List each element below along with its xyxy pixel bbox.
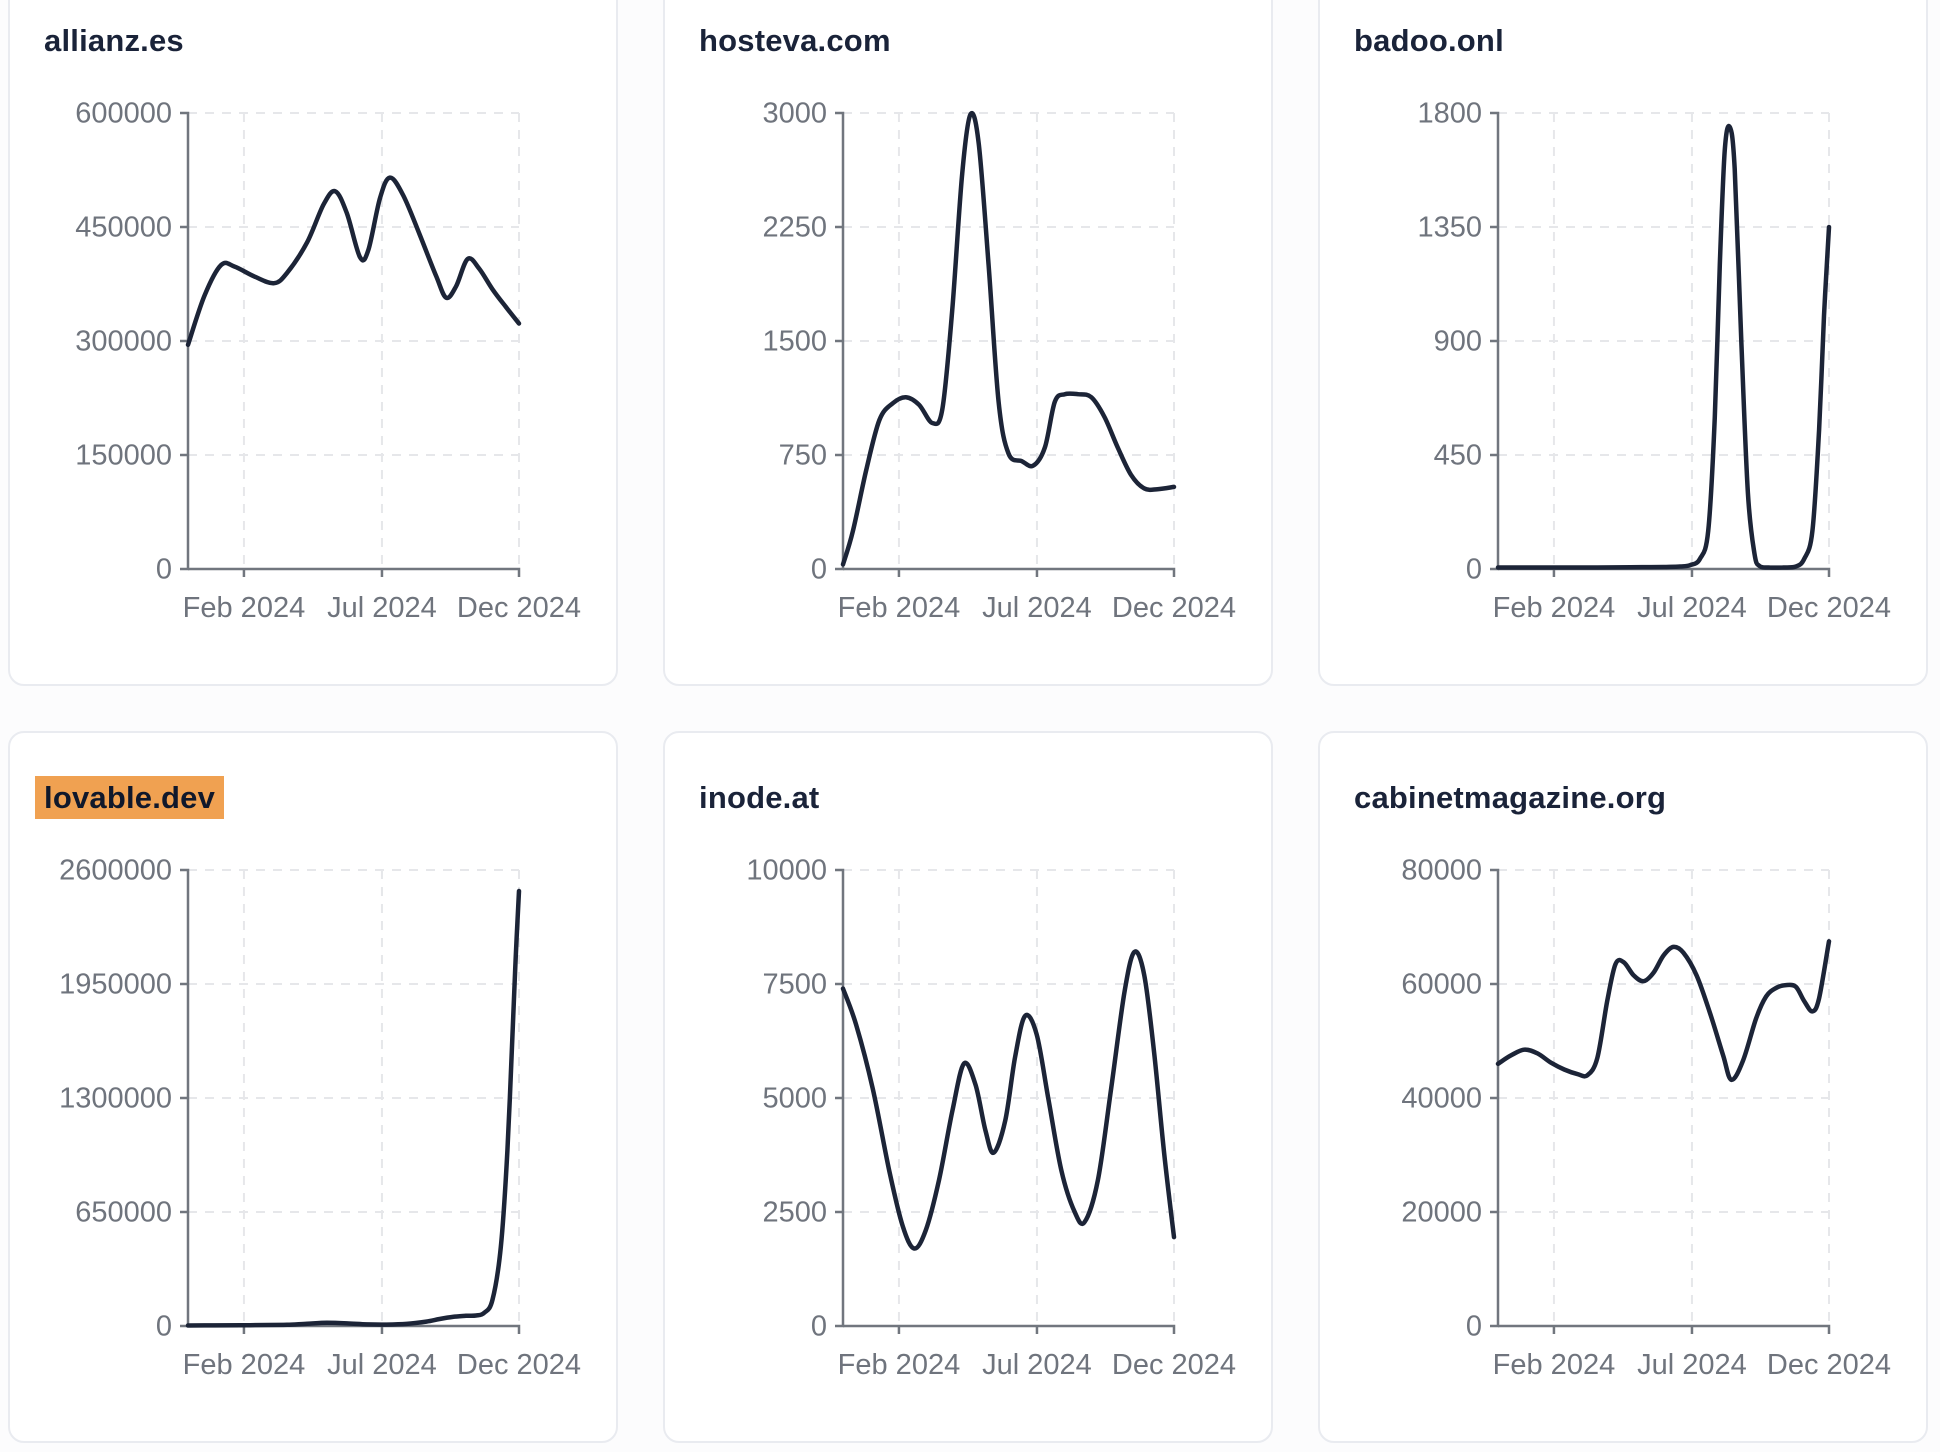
svg-text:2250: 2250 — [762, 212, 827, 244]
svg-text:Feb 2024: Feb 2024 — [183, 592, 306, 624]
domain-name: cabinetmagazine.org — [1354, 780, 1667, 815]
domain-title: hosteva.com — [699, 23, 891, 59]
traffic-line-chart: 0 20000 40000 60000 80000 Feb 2024 Jul 2024 Dec… — [1401, 855, 1891, 1381]
svg-text:0: 0 — [811, 1311, 827, 1343]
domain-title: cabinetmagazine.org — [1354, 780, 1666, 816]
svg-text:0: 0 — [1466, 554, 1482, 586]
svg-text:0: 0 — [156, 554, 172, 586]
svg-text:60000: 60000 — [1401, 969, 1482, 1001]
svg-text:0: 0 — [156, 1311, 172, 1343]
svg-text:1300000: 1300000 — [59, 1083, 172, 1115]
domain-chart-card-allianz[interactable]: allianz.es 0 150000 300000 450000 600000 Feb … — [8, 0, 618, 686]
traffic-line-chart: 0 2500 5000 7500 10000 Feb 2024 Jul 2024 Dec 20… — [746, 855, 1236, 1381]
domain-name-highlighted: lovable.dev — [35, 776, 225, 819]
domain-title: allianz.es — [44, 23, 184, 59]
domain-title: lovable.dev — [35, 776, 225, 819]
traffic-line-chart: 0 150000 300000 450000 600000 Feb 2024 Jul 202… — [75, 98, 581, 624]
domain-name: allianz.es — [44, 23, 184, 58]
svg-text:Dec 2024: Dec 2024 — [1112, 1349, 1236, 1381]
svg-text:Dec 2024: Dec 2024 — [1112, 592, 1236, 624]
chart-row-1: allianz.es 0 150000 300000 450000 600000 Feb … — [8, 0, 1932, 686]
domain-title: badoo.onl — [1354, 23, 1504, 59]
svg-text:40000: 40000 — [1401, 1083, 1482, 1115]
svg-text:Feb 2024: Feb 2024 — [183, 1349, 306, 1381]
domain-chart-card-cabinetmagazine[interactable]: cabinetmagazine.org 0 20000 40000 60000 8000… — [1318, 731, 1928, 1443]
svg-text:150000: 150000 — [75, 440, 172, 472]
svg-text:80000: 80000 — [1401, 855, 1482, 887]
svg-text:750: 750 — [779, 440, 827, 472]
svg-text:Feb 2024: Feb 2024 — [1493, 1349, 1616, 1381]
svg-text:2600000: 2600000 — [59, 855, 172, 887]
svg-text:600000: 600000 — [75, 98, 172, 130]
svg-text:1950000: 1950000 — [59, 969, 172, 1001]
domain-chart-card-badoo[interactable]: badoo.onl 0 450 900 1350 1800 Feb 2024 Jul 202… — [1318, 0, 1928, 686]
svg-text:450: 450 — [1434, 440, 1482, 472]
svg-text:Feb 2024: Feb 2024 — [838, 592, 961, 624]
domain-name: badoo.onl — [1354, 23, 1504, 58]
svg-text:0: 0 — [1466, 1311, 1482, 1343]
svg-text:Jul 2024: Jul 2024 — [982, 592, 1092, 624]
svg-text:1350: 1350 — [1417, 212, 1482, 244]
traffic-line-chart: 0 650000 1300000 1950000 2600000 Feb 2024 Jul … — [59, 855, 581, 1381]
svg-text:Feb 2024: Feb 2024 — [838, 1349, 961, 1381]
svg-text:Jul 2024: Jul 2024 — [1637, 1349, 1747, 1381]
svg-text:Jul 2024: Jul 2024 — [327, 1349, 437, 1381]
domain-chart-card-hosteva[interactable]: hosteva.com 0 750 1500 2250 3000 Feb 2024 Jul … — [663, 0, 1273, 686]
chart-row-2: lovable.dev 0 650000 1300000 1950000 2600000… — [8, 731, 1932, 1443]
svg-text:Jul 2024: Jul 2024 — [982, 1349, 1092, 1381]
domain-name: hosteva.com — [699, 23, 891, 58]
domain-chart-card-inode[interactable]: inode.at 0 2500 5000 7500 10000 Feb 2024 Jul 2… — [663, 731, 1273, 1443]
svg-text:450000: 450000 — [75, 212, 172, 244]
svg-text:900: 900 — [1434, 326, 1482, 358]
svg-text:1500: 1500 — [762, 326, 827, 358]
svg-text:Dec 2024: Dec 2024 — [1767, 592, 1891, 624]
svg-text:Feb 2024: Feb 2024 — [1493, 592, 1616, 624]
svg-text:Jul 2024: Jul 2024 — [327, 592, 437, 624]
traffic-line-chart: 0 750 1500 2250 3000 Feb 2024 Jul 2024 Dec 2024 — [762, 98, 1236, 624]
svg-text:20000: 20000 — [1401, 1197, 1482, 1229]
domain-chart-card-lovable[interactable]: lovable.dev 0 650000 1300000 1950000 2600000… — [8, 731, 618, 1443]
svg-text:3000: 3000 — [762, 98, 827, 130]
svg-text:650000: 650000 — [75, 1197, 172, 1229]
svg-text:Dec 2024: Dec 2024 — [1767, 1349, 1891, 1381]
svg-text:1800: 1800 — [1417, 98, 1482, 130]
svg-text:300000: 300000 — [75, 326, 172, 358]
svg-text:Dec 2024: Dec 2024 — [457, 1349, 581, 1381]
svg-text:5000: 5000 — [762, 1083, 827, 1115]
svg-text:Jul 2024: Jul 2024 — [1637, 592, 1747, 624]
svg-text:2500: 2500 — [762, 1197, 827, 1229]
traffic-line-chart: 0 450 900 1350 1800 Feb 2024 Jul 2024 Dec 2024 — [1417, 98, 1891, 624]
svg-text:10000: 10000 — [746, 855, 827, 887]
svg-text:Dec 2024: Dec 2024 — [457, 592, 581, 624]
svg-text:7500: 7500 — [762, 969, 827, 1001]
domain-name: inode.at — [699, 780, 820, 815]
svg-text:0: 0 — [811, 554, 827, 586]
domain-title: inode.at — [699, 780, 819, 816]
